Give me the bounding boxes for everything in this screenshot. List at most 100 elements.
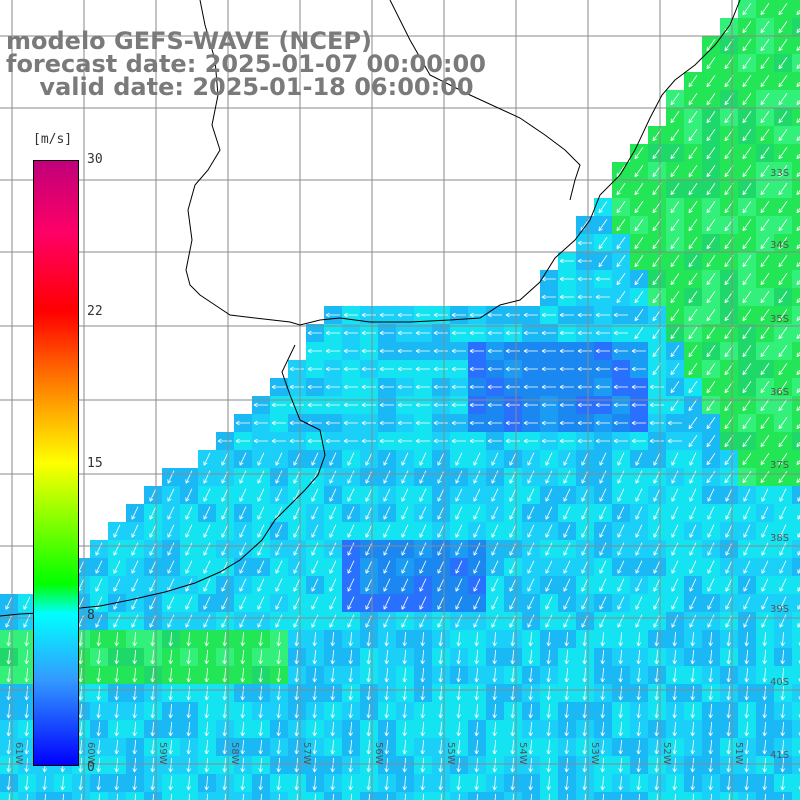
wind-arrow [455,524,463,538]
legend-tick: 30 [87,152,103,167]
wind-arrow [512,793,515,800]
wind-arrow [415,366,430,372]
wind-arrow [365,524,373,538]
wind-arrow [222,739,227,755]
wind-arrow [26,793,29,800]
wind-arrow [114,631,119,647]
wind-arrow [744,775,749,791]
wind-arrow [541,366,556,372]
wind-arrow [271,420,286,426]
wind-arrow [456,757,461,773]
wind-arrow [599,596,607,610]
wind-arrow [672,775,677,791]
wind-arrow [708,631,713,647]
wind-arrow [672,757,677,773]
wind-arrow [778,237,788,250]
wind-arrow [294,631,299,647]
wind-arrow [132,685,137,701]
wind-arrow [688,399,698,412]
wind-arrow [437,542,445,556]
wind-arrow [186,757,191,773]
wind-arrow [510,775,515,791]
wind-arrow [415,420,430,426]
wind-arrow [690,703,695,719]
wind-arrow [258,649,263,665]
wind-arrow [688,417,698,430]
wind-arrow [706,183,716,196]
wind-arrow [760,165,770,178]
wind-arrow [487,330,502,336]
wind-arrow [778,291,788,304]
wind-arrow [433,420,448,426]
wind-arrow [509,542,517,556]
wind-arrow [636,757,641,773]
wind-speed-cell [792,594,800,612]
wind-arrow [397,312,412,318]
wind-arrow [420,739,425,755]
wind-arrow [474,739,479,755]
wind-arrow [96,685,101,701]
wind-speed-cell [792,216,800,234]
wind-arrow [487,348,502,354]
wind-arrow [654,739,659,755]
wind-arrow [258,739,263,755]
wind-arrow [361,420,376,426]
wind-arrow [365,614,373,628]
wind-arrow [221,542,229,556]
wind-arrow [706,93,716,106]
wind-arrow [361,438,376,444]
wind-arrow [307,438,322,444]
wind-arrow [239,488,247,502]
wind-arrow [743,542,751,556]
wind-arrow [257,560,265,574]
legend-tick: 0 [87,760,95,775]
wind-speed-cell [18,792,36,800]
longitude-label: 51W [733,742,744,765]
wind-arrow [24,721,29,737]
wind-speed-cell [792,792,800,800]
wind-arrow [401,560,409,574]
wind-arrow [708,757,713,773]
wind-arrow [491,578,499,592]
wind-arrow [617,452,625,466]
wind-arrow [527,452,535,466]
wind-arrow [114,721,119,737]
wind-arrow [114,685,119,701]
wind-arrow [206,793,209,800]
wind-arrow [528,685,533,701]
wind-arrow [343,402,358,408]
wind-arrow [474,757,479,773]
wind-arrow [348,721,353,737]
wind-arrow [361,312,376,318]
wind-arrow [742,39,752,52]
wind-speed-cell [792,738,800,756]
wind-arrow [491,614,499,628]
wind-arrow [383,506,391,520]
wind-arrow [509,488,517,502]
wind-speed-cell [702,792,720,800]
wind-arrow [690,667,695,683]
wind-arrow [132,721,137,737]
wind-arrow [780,649,785,665]
wind-arrow [397,402,412,408]
wind-arrow [132,757,137,773]
wind-arrow [239,470,247,484]
wind-arrow [379,348,394,354]
wind-arrow [420,685,425,701]
wind-arrow [419,452,427,466]
wind-arrow [706,291,716,304]
wind-arrow [742,399,752,412]
wind-arrow [670,219,680,232]
wind-arrow [203,614,211,628]
wind-arrow [742,345,752,358]
wind-arrow [689,488,697,502]
wind-arrow [599,560,607,574]
wind-arrow [311,596,319,610]
wind-arrow [726,739,731,755]
wind-arrow [307,366,322,372]
wind-arrow [6,703,11,719]
wind-arrow [742,237,752,250]
wind-arrow [275,596,283,610]
wind-arrow [706,345,716,358]
